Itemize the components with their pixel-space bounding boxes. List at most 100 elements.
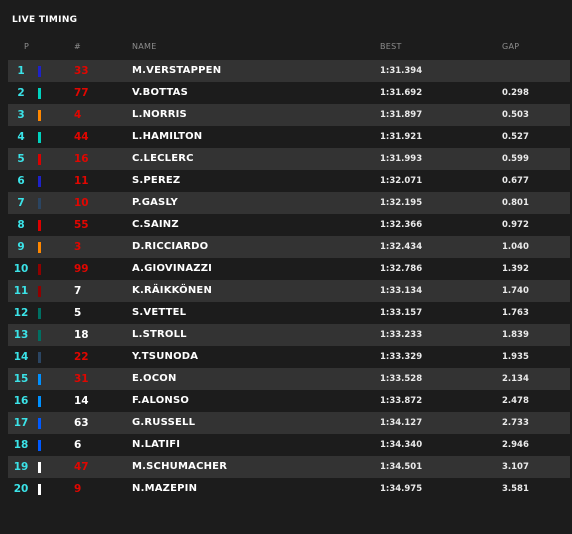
driver-number: 47 <box>74 461 89 473</box>
table-row[interactable]: 8 55 C.SAINZ 1:32.366 0.972 <box>8 214 570 236</box>
best-lap-time: 1:34.127 <box>380 418 423 428</box>
driver-name: M.VERSTAPPEN <box>132 65 222 76</box>
position-cell: 15 <box>13 373 29 385</box>
driver-number: 18 <box>74 329 89 341</box>
driver-name: P.GASLY <box>132 197 178 208</box>
gap-time: 1.935 <box>502 352 529 362</box>
table-row[interactable]: 11 7 K.RÄIKKÖNEN 1:33.134 1.740 <box>8 280 570 302</box>
best-lap-time: 1:33.157 <box>380 308 423 318</box>
best-lap-time: 1:34.501 <box>380 462 423 472</box>
driver-name: M.SCHUMACHER <box>132 461 228 472</box>
best-lap-time: 1:33.134 <box>380 286 423 296</box>
position-cell: 19 <box>13 461 29 473</box>
table-row[interactable]: 10 99 A.GIOVINAZZI 1:32.786 1.392 <box>8 258 570 280</box>
team-color-bar <box>38 242 41 253</box>
driver-number: 55 <box>74 219 89 231</box>
team-color-bar <box>38 220 41 231</box>
gap-time: 3.107 <box>502 462 529 472</box>
driver-name: N.LATIFI <box>132 439 181 450</box>
driver-number: 99 <box>74 263 89 275</box>
gap-time: 1.040 <box>502 242 529 252</box>
position-cell: 20 <box>13 483 29 495</box>
table-row[interactable]: 14 22 Y.TSUNODA 1:33.329 1.935 <box>8 346 570 368</box>
team-color-bar <box>38 484 41 495</box>
best-lap-time: 1:34.975 <box>380 484 423 494</box>
team-color-bar <box>38 110 41 121</box>
position-cell: 8 <box>17 219 25 231</box>
team-color-bar <box>38 132 41 143</box>
table-row[interactable]: 20 9 N.MAZEPIN 1:34.975 3.581 <box>8 478 570 500</box>
table-row[interactable]: 5 16 C.LECLERC 1:31.993 0.599 <box>8 148 570 170</box>
gap-time: 1.392 <box>502 264 529 274</box>
driver-name: G.RUSSELL <box>132 417 196 428</box>
team-color-bar <box>38 440 41 451</box>
table-row[interactable]: 9 3 D.RICCIARDO 1:32.434 1.040 <box>8 236 570 258</box>
driver-name: S.VETTEL <box>132 307 187 318</box>
driver-number: 22 <box>74 351 89 363</box>
table-row[interactable]: 3 4 L.NORRIS 1:31.897 0.503 <box>8 104 570 126</box>
best-lap-time: 1:32.786 <box>380 264 423 274</box>
team-color-bar <box>38 330 41 341</box>
driver-number: 7 <box>74 285 82 297</box>
table-header: P # NAME BEST GAP <box>0 42 572 56</box>
best-lap-time: 1:32.366 <box>380 220 423 230</box>
table-row[interactable]: 1 33 M.VERSTAPPEN 1:31.394 <box>8 60 570 82</box>
table-row[interactable]: 17 63 G.RUSSELL 1:34.127 2.733 <box>8 412 570 434</box>
driver-number: 63 <box>74 417 89 429</box>
table-row[interactable]: 15 31 E.OCON 1:33.528 2.134 <box>8 368 570 390</box>
gap-time: 0.503 <box>502 110 529 120</box>
driver-number: 31 <box>74 373 89 385</box>
gap-time: 2.946 <box>502 440 529 450</box>
table-row[interactable]: 13 18 L.STROLL 1:33.233 1.839 <box>8 324 570 346</box>
position-cell: 12 <box>13 307 29 319</box>
driver-name: E.OCON <box>132 373 177 384</box>
driver-name: F.ALONSO <box>132 395 190 406</box>
driver-number: 4 <box>74 109 82 121</box>
best-lap-time: 1:32.195 <box>380 198 423 208</box>
team-color-bar <box>38 286 41 297</box>
driver-name: L.NORRIS <box>132 109 187 120</box>
driver-number: 9 <box>74 483 82 495</box>
table-row[interactable]: 16 14 F.ALONSO 1:33.872 2.478 <box>8 390 570 412</box>
driver-name: K.RÄIKKÖNEN <box>132 285 213 296</box>
gap-time: 2.733 <box>502 418 529 428</box>
team-color-bar <box>38 198 41 209</box>
driver-name: C.SAINZ <box>132 219 179 230</box>
header-name: NAME <box>132 42 157 51</box>
table-row[interactable]: 12 5 S.VETTEL 1:33.157 1.763 <box>8 302 570 324</box>
driver-name: V.BOTTAS <box>132 87 189 98</box>
position-cell: 3 <box>17 109 25 121</box>
driver-number: 6 <box>74 439 82 451</box>
driver-number: 11 <box>74 175 89 187</box>
driver-name: N.MAZEPIN <box>132 483 198 494</box>
best-lap-time: 1:33.329 <box>380 352 423 362</box>
position-cell: 18 <box>13 439 29 451</box>
table-row[interactable]: 2 77 V.BOTTAS 1:31.692 0.298 <box>8 82 570 104</box>
best-lap-time: 1:33.233 <box>380 330 423 340</box>
table-row[interactable]: 19 47 M.SCHUMACHER 1:34.501 3.107 <box>8 456 570 478</box>
driver-name: D.RICCIARDO <box>132 241 209 252</box>
best-lap-time: 1:33.872 <box>380 396 423 406</box>
team-color-bar <box>38 66 41 77</box>
header-number: # <box>74 42 82 51</box>
driver-name: L.STROLL <box>132 329 187 340</box>
table-row[interactable]: 4 44 L.HAMILTON 1:31.921 0.527 <box>8 126 570 148</box>
table-row[interactable]: 18 6 N.LATIFI 1:34.340 2.946 <box>8 434 570 456</box>
position-cell: 5 <box>17 153 25 165</box>
gap-time: 1.763 <box>502 308 529 318</box>
panel-title: LIVE TIMING <box>12 15 78 25</box>
position-cell: 9 <box>17 241 25 253</box>
header-gap: GAP <box>502 42 520 51</box>
table-row[interactable]: 6 11 S.PEREZ 1:32.071 0.677 <box>8 170 570 192</box>
best-lap-time: 1:31.394 <box>380 66 423 76</box>
team-color-bar <box>38 352 41 363</box>
team-color-bar <box>38 418 41 429</box>
table-row[interactable]: 7 10 P.GASLY 1:32.195 0.801 <box>8 192 570 214</box>
team-color-bar <box>38 308 41 319</box>
driver-number: 33 <box>74 65 89 77</box>
gap-time: 0.527 <box>502 132 529 142</box>
header-position: P <box>24 42 30 51</box>
best-lap-time: 1:31.921 <box>380 132 423 142</box>
gap-time: 1.740 <box>502 286 529 296</box>
best-lap-time: 1:33.528 <box>380 374 423 384</box>
